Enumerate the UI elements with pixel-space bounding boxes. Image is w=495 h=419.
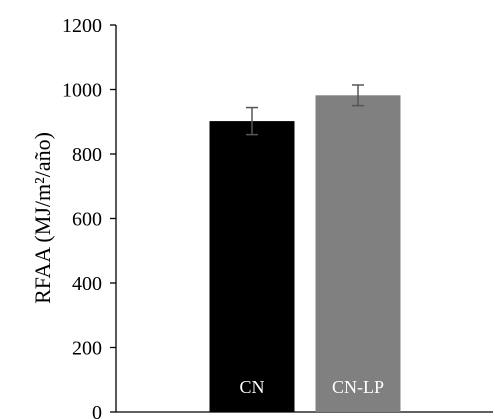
- y-tick-label: 800: [72, 144, 102, 166]
- bar-cn: [209, 121, 295, 412]
- category-label: CN-LP: [332, 377, 384, 397]
- bar-cn-lp: [315, 95, 401, 413]
- y-tick-label: 400: [72, 273, 102, 295]
- y-tick-label: 0: [92, 402, 102, 419]
- y-tick-label: 1000: [62, 80, 102, 102]
- y-tick-label: 200: [72, 338, 102, 360]
- category-label: CN: [239, 377, 264, 397]
- y-tick-label: 600: [72, 209, 102, 231]
- y-axis-title: RFAA (MJ/m²/año): [30, 132, 55, 304]
- y-tick-label: 1200: [62, 15, 102, 37]
